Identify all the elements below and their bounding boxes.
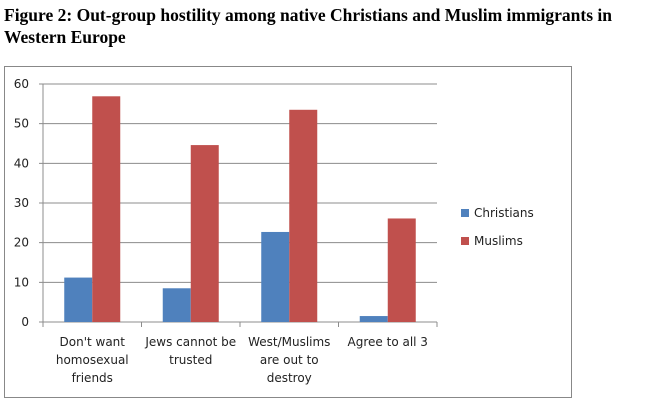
y-tick-label: 60 bbox=[14, 77, 29, 91]
x-tick-label: Don't want bbox=[60, 335, 126, 349]
x-tick-label: trusted bbox=[169, 353, 212, 367]
x-tick-label: West/Muslims bbox=[248, 335, 330, 349]
bar-muslims bbox=[289, 109, 318, 323]
bar-muslims bbox=[92, 96, 121, 323]
x-tick-label: destroy bbox=[267, 371, 312, 385]
y-tick-label: 50 bbox=[14, 117, 29, 131]
figure-title: Figure 2: Out-group hostility among nati… bbox=[4, 5, 613, 47]
chart-frame bbox=[4, 66, 572, 398]
y-tick-label: 40 bbox=[14, 156, 29, 170]
y-tick-label: 0 bbox=[21, 315, 29, 329]
bar-christians bbox=[261, 231, 290, 322]
x-tick-label: homosexual bbox=[56, 353, 129, 367]
bar-muslims bbox=[190, 145, 219, 322]
bar-muslims bbox=[387, 218, 416, 322]
bar-christians bbox=[64, 277, 93, 322]
y-tick-label: 30 bbox=[14, 196, 29, 210]
x-tick-label: Jews cannot be bbox=[144, 335, 236, 349]
y-tick-label: 20 bbox=[14, 236, 29, 250]
bar-christians bbox=[359, 316, 388, 322]
legend-label: Muslims bbox=[474, 234, 523, 248]
y-tick-label: 10 bbox=[14, 275, 29, 289]
x-tick-label: Agree to all 3 bbox=[348, 335, 428, 349]
legend-label: Christians bbox=[474, 206, 534, 220]
legend-swatch bbox=[461, 237, 469, 245]
legend-swatch bbox=[461, 209, 469, 217]
x-tick-label: friends bbox=[72, 371, 113, 385]
x-tick-label: are out to bbox=[260, 353, 319, 367]
bar-christians bbox=[162, 288, 191, 322]
